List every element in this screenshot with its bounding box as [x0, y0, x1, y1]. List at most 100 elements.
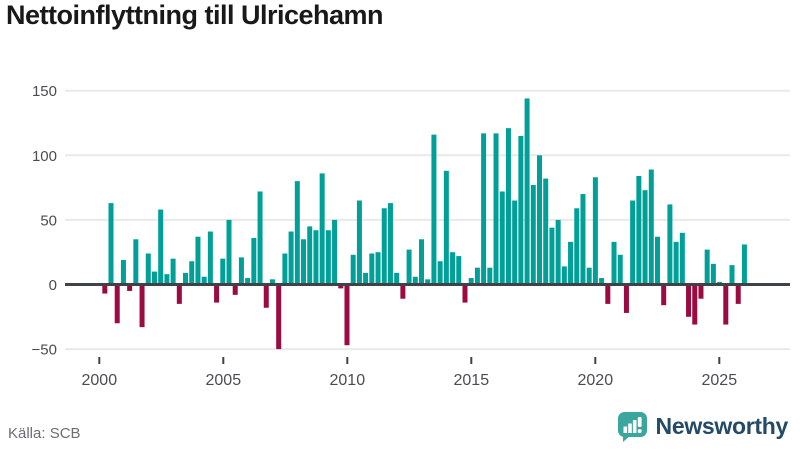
- bar: [623, 284, 629, 313]
- bar: [698, 284, 704, 299]
- bar: [108, 203, 114, 285]
- bar: [263, 284, 269, 308]
- bar: [487, 267, 493, 285]
- bar: [574, 208, 580, 285]
- bar: [195, 236, 201, 285]
- newsworthy-logo: Newsworthy: [617, 411, 788, 442]
- bar: [419, 239, 425, 285]
- bar: [313, 230, 319, 285]
- y-axis-label: −50: [32, 342, 57, 359]
- bar: [555, 219, 561, 285]
- x-axis-label: 2020: [578, 372, 614, 389]
- bar: [474, 267, 480, 285]
- bar: [201, 276, 207, 285]
- bar: [481, 133, 487, 285]
- bar: [462, 284, 468, 303]
- bar: [381, 208, 387, 285]
- bar-chart-plot: 150 100 50 0 −50 2000 2005 2010 2015 2020 2025: [32, 83, 790, 389]
- newsworthy-logo-text: Newsworthy: [655, 413, 789, 439]
- bar: [282, 253, 288, 285]
- bar: [512, 200, 518, 285]
- bar: [537, 155, 542, 285]
- bar: [661, 284, 667, 306]
- y-axis-label: 50: [40, 212, 57, 229]
- bar: [710, 263, 716, 285]
- bar: [599, 278, 605, 285]
- x-axis-label: 2005: [206, 372, 242, 389]
- bar: [145, 253, 151, 285]
- y-axis-label: 0: [49, 277, 57, 294]
- bar: [375, 252, 381, 285]
- bar: [214, 284, 220, 303]
- bar: [406, 249, 412, 285]
- source-label: Källa: SCB: [8, 425, 81, 442]
- bar: [611, 241, 617, 285]
- bar: [642, 190, 648, 285]
- bar: [431, 134, 437, 285]
- zero-axis-line: [65, 283, 790, 286]
- bar: [369, 253, 375, 285]
- bar: [729, 265, 735, 285]
- bar: [468, 278, 474, 285]
- bar: [332, 219, 338, 285]
- bar: [692, 284, 698, 325]
- bar: [363, 272, 369, 285]
- bar: [443, 170, 449, 285]
- bar: [679, 232, 685, 285]
- bar: [592, 177, 598, 285]
- bar: [505, 128, 511, 285]
- bar: [394, 272, 400, 285]
- x-axis-label: 2015: [454, 372, 490, 389]
- bar: [325, 230, 331, 285]
- bar: [412, 276, 418, 285]
- bar: [617, 254, 623, 285]
- bar: [580, 194, 586, 285]
- bar: [499, 191, 505, 285]
- bar: [518, 135, 524, 285]
- bar: [276, 284, 282, 350]
- bar: [102, 284, 108, 294]
- x-axis-label: 2000: [82, 372, 118, 389]
- bar: [251, 237, 257, 285]
- bar: [456, 256, 462, 285]
- bar: [425, 279, 431, 285]
- bar: [120, 259, 126, 285]
- bar: [189, 261, 195, 285]
- bar: [741, 244, 747, 285]
- bar: [220, 258, 226, 285]
- bar: [673, 241, 679, 285]
- chart-title: Nettoinflyttning till Ulricehamn: [6, 0, 384, 30]
- bar: [301, 239, 307, 285]
- bar: [319, 173, 325, 285]
- bar: [164, 274, 170, 285]
- bar: [139, 284, 145, 328]
- bar: [586, 267, 592, 285]
- bar: [133, 239, 139, 285]
- bar: [654, 236, 660, 285]
- bar: [238, 257, 244, 285]
- bar: [269, 279, 275, 285]
- bar: [257, 191, 263, 285]
- bar: [158, 209, 164, 285]
- bar: [450, 252, 456, 285]
- bar: [288, 231, 294, 285]
- bar: [686, 284, 692, 317]
- bar: [636, 175, 642, 285]
- bar: [524, 98, 530, 285]
- bar: [530, 185, 536, 285]
- bar: [127, 284, 133, 291]
- y-axis-label: 100: [32, 148, 57, 165]
- bar: [387, 203, 393, 285]
- x-axis-label: 2025: [702, 372, 738, 389]
- bar: [549, 227, 555, 285]
- bar: [735, 284, 741, 304]
- x-axis-label: 2010: [330, 372, 366, 389]
- bar: [294, 181, 300, 285]
- bar: [561, 266, 567, 285]
- bar: [648, 169, 654, 285]
- bar: [543, 178, 549, 285]
- bar: [344, 284, 350, 346]
- bar: [183, 272, 189, 285]
- bar: [245, 278, 251, 285]
